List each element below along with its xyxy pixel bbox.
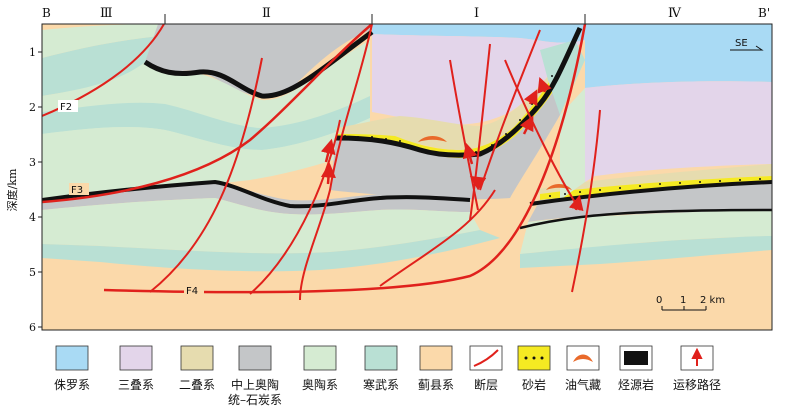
zone-label-1: Ⅰ: [474, 6, 479, 21]
depth-tick: 6: [29, 321, 36, 334]
legend-swatch-jixian: [419, 345, 453, 371]
depth-tick-marks: [38, 51, 42, 328]
carb-ord-east: [528, 184, 772, 222]
section-end-label: B': [758, 6, 770, 20]
legend: 侏罗系 三叠系 二叠系 中上奥陶 统–石炭系 奥陶系 寒武系 蓟县系 断层 砂岩…: [54, 345, 721, 407]
permian-layer-east: [535, 164, 772, 194]
cambrian-layer-west: [42, 36, 160, 96]
legend-swatch-jurassic: [55, 345, 89, 371]
legend-swatch-triassic: [119, 345, 153, 371]
depth-ticks: 1 2 3 4 5 6: [29, 46, 36, 334]
section-frame: [41, 23, 773, 331]
direction-arrow-icon: [730, 45, 764, 51]
section-body: [42, 24, 772, 330]
ordovician-wedge: [560, 88, 585, 200]
depth-tick: 1: [29, 46, 36, 59]
fault-label-f3: F3: [71, 185, 83, 196]
sandstone-center: [336, 72, 560, 158]
depth-tick: 2: [29, 101, 36, 114]
direction-label: SE: [735, 38, 748, 49]
ordovician-layer-deep: [42, 198, 480, 254]
jurassic-layer-center: [372, 24, 585, 43]
carb-ord-block-center: [330, 60, 575, 200]
scale-bar: 0 1 2 km: [656, 295, 725, 311]
legend-label-carb-ord-2: 统–石炭系: [228, 393, 282, 407]
cambrian-layer-center: [42, 96, 370, 150]
triassic-layer-center: [372, 34, 585, 125]
zone-label-4: Ⅳ: [668, 6, 682, 21]
ordovician-layer-west: [42, 24, 162, 58]
legend-label-source: 烃源岩: [618, 377, 654, 392]
legend-swatch-cambrian: [364, 345, 398, 371]
depth-tick: 3: [29, 156, 36, 169]
reservoir-legend-icon: [573, 354, 593, 362]
cambrian-wedge: [540, 40, 585, 115]
zone-label-3: Ⅲ: [100, 6, 113, 21]
scale-tick: 1: [680, 295, 686, 306]
zone-label-2: Ⅱ: [262, 6, 271, 21]
zone-boundaries: [164, 14, 586, 24]
ordovician-east: [520, 210, 772, 254]
triassic-layer-east: [585, 81, 772, 182]
legend-label-cambrian: 寒武系: [363, 377, 399, 392]
legend-label-jixian: 蓟县系: [418, 378, 454, 392]
cambrian-east: [520, 236, 772, 268]
cambrian-layer-deep: [42, 230, 500, 272]
source-rock-center: [335, 26, 583, 158]
depth-tick: 5: [29, 266, 36, 279]
jurassic-layer: [372, 24, 772, 88]
legend-swatch-carb-ord: [238, 345, 272, 371]
source-rock-east: [529, 180, 772, 206]
legend-label-jurassic: 侏罗系: [54, 378, 90, 392]
legend-swatch-ordovician: [303, 345, 337, 371]
sandstone-dots: [344, 75, 761, 197]
legend-label-carb-ord: 中上奥陶: [231, 377, 279, 392]
legend-label-fault: 断层: [474, 377, 498, 392]
legend-label-reservoir: 油气藏: [565, 377, 601, 392]
legend-label-sandstone: 砂岩: [522, 377, 546, 392]
fault-label-f2: F2: [60, 102, 72, 113]
depth-tick: 4: [29, 211, 36, 224]
source-rock-east-2: [519, 208, 772, 230]
ordovician-band-center-2: [42, 118, 370, 168]
legend-label-permian: 二叠系: [179, 378, 215, 392]
scale-tick: 0: [656, 295, 662, 306]
section-start-label: B: [42, 6, 51, 20]
fault-label-f4: F4: [186, 286, 198, 297]
legend-label-migration: 运移路径: [673, 377, 721, 392]
reservoir-center: [418, 136, 447, 142]
depth-axis-title: 深度/km: [5, 168, 19, 211]
scale-tick: 2 km: [700, 295, 725, 306]
source-rock-west: [143, 29, 374, 99]
legend-label-ordovician: 奥陶系: [302, 377, 338, 392]
legend-label-triassic: 三叠系: [118, 378, 154, 392]
fault-legend-icon: [473, 349, 499, 367]
carb-ord-band-f3: [42, 182, 470, 215]
migration-legend-icon: [691, 347, 703, 366]
migration-arrows: [320, 76, 584, 212]
permian-layer-center: [336, 70, 560, 151]
legend-swatch-permian: [180, 345, 214, 371]
carb-ord-block-north: [145, 24, 372, 97]
